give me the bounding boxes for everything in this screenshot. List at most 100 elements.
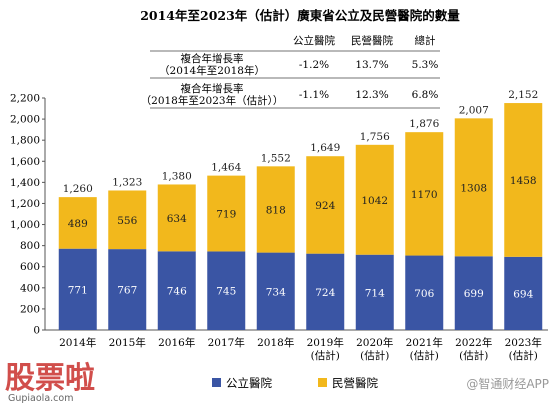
x-tick-label: 2016年 xyxy=(158,336,195,349)
legend-swatch xyxy=(318,378,327,387)
y-tick-label: 800 xyxy=(20,240,40,252)
x-tick-label: 2021年 xyxy=(406,336,443,349)
data-label-public: 767 xyxy=(117,285,137,297)
data-label-total: 2,152 xyxy=(508,89,538,101)
y-tick-label: 2,000 xyxy=(10,114,40,126)
bar-public xyxy=(207,251,246,330)
y-tick-label: 400 xyxy=(20,282,40,294)
bar-private xyxy=(58,197,97,249)
bar-private xyxy=(256,166,295,253)
bar-private xyxy=(454,118,493,257)
data-label-total: 1,649 xyxy=(310,142,340,154)
cagr-row-label: 複合年增長率 xyxy=(181,52,244,65)
x-tick-label: (估計) xyxy=(311,349,340,362)
watermark-logo-text: 股票啦 xyxy=(5,361,95,396)
bars: 771 489 1,260 767 556 1,323 746 634 1,380 745 719 1… xyxy=(58,89,543,330)
data-label-private: 719 xyxy=(216,209,236,221)
cagr-header: 公立醫院 xyxy=(293,34,335,47)
bar-public xyxy=(58,248,97,330)
cagr-value: 13.7% xyxy=(355,59,388,71)
legend-label: 公立醫院 xyxy=(226,376,272,390)
y-tick-label: 2,200 xyxy=(10,93,40,105)
data-label-total: 1,464 xyxy=(211,162,241,174)
bar-private xyxy=(207,175,246,252)
cagr-value: -1.1% xyxy=(299,89,329,101)
bar-private xyxy=(355,144,394,255)
bar-public xyxy=(355,254,394,330)
x-tick-label: (估計) xyxy=(360,349,389,362)
bar-private xyxy=(504,103,543,257)
y-tick-label: 1,400 xyxy=(10,177,40,189)
cagr-row-label: （2018年至2023年（估計）） xyxy=(141,94,284,107)
x-tick-label: (估計) xyxy=(509,349,538,362)
chart-title: 2014年至2023年（估計）廣東省公立及民營醫院的數量 xyxy=(140,8,460,23)
data-label-total: 1,260 xyxy=(63,183,93,195)
y-axis: 0 200 400 600 800 1,000 1,200 1,400 1,600 1,800 2,… xyxy=(10,93,548,337)
data-label-private: 1170 xyxy=(411,189,438,201)
legend: 公立醫院 民營醫院 xyxy=(212,376,378,390)
y-tick-label: 0 xyxy=(33,325,40,337)
legend-swatch xyxy=(212,378,221,387)
bar-public xyxy=(454,256,493,330)
data-label-public: 734 xyxy=(266,286,286,298)
data-label-private: 489 xyxy=(68,218,88,230)
y-tick-label: 1,200 xyxy=(10,198,40,210)
data-label-public: 714 xyxy=(365,287,385,299)
cagr-header: 總計 xyxy=(415,34,436,47)
watermark-right-text: @智通财经APP xyxy=(466,376,549,391)
data-label-private: 818 xyxy=(266,204,286,216)
data-label-public: 724 xyxy=(315,287,335,299)
data-label-public: 746 xyxy=(167,286,187,298)
x-tick-label: 2015年 xyxy=(109,336,146,349)
data-label-public: 699 xyxy=(464,288,484,300)
y-tick-label: 1,800 xyxy=(10,135,40,147)
watermark: 股票啦 Gupiaola.com @智通财经APP xyxy=(5,361,549,404)
data-label-total: 1,756 xyxy=(360,131,390,143)
x-axis-labels: 2014年 2015年 2016年 2017年 2018年 2019年(估計)2020年(… xyxy=(59,336,542,362)
data-label-public: 706 xyxy=(414,288,434,300)
x-tick-label: 2023年 xyxy=(505,336,542,349)
data-label-private: 1308 xyxy=(460,182,487,194)
data-label-private: 924 xyxy=(315,200,335,212)
bar-public xyxy=(108,249,147,330)
bar-public xyxy=(157,251,196,330)
legend-label: 民營醫院 xyxy=(332,376,378,390)
cagr-header: 民營醫院 xyxy=(351,34,393,47)
bar-public xyxy=(405,255,444,330)
y-tick-label: 1,600 xyxy=(10,156,40,168)
y-tick-label: 600 xyxy=(20,261,40,273)
data-label-public: 745 xyxy=(216,286,236,298)
watermark-logo-url: Gupiaola.com xyxy=(8,393,73,404)
x-tick-label: 2020年 xyxy=(356,336,393,349)
data-label-total: 1,876 xyxy=(409,118,439,130)
data-label-total: 1,323 xyxy=(112,176,142,188)
bar-private xyxy=(157,184,196,252)
data-label-private: 1042 xyxy=(361,195,388,207)
cagr-value: 6.8% xyxy=(412,89,439,101)
bar-private xyxy=(405,132,444,256)
cagr-value: -1.2% xyxy=(299,59,329,71)
x-tick-label: 2017年 xyxy=(208,336,245,349)
data-label-public: 694 xyxy=(513,288,533,300)
x-tick-label: (估計) xyxy=(459,349,488,362)
y-tick-label: 1,000 xyxy=(10,219,40,231)
data-label-private: 1458 xyxy=(510,175,537,187)
cagr-value: 12.3% xyxy=(355,89,388,101)
x-tick-label: 2018年 xyxy=(257,336,294,349)
data-label-total: 1,552 xyxy=(261,152,291,164)
data-label-total: 2,007 xyxy=(459,104,489,116)
bar-public xyxy=(504,256,543,330)
cagr-value: 5.3% xyxy=(412,59,439,71)
data-label-private: 556 xyxy=(117,215,137,227)
data-label-private: 634 xyxy=(167,213,187,225)
data-label-public: 771 xyxy=(68,284,88,296)
bar-public xyxy=(306,253,345,330)
data-label-total: 1,380 xyxy=(162,170,192,182)
y-tick-label: 200 xyxy=(20,303,40,315)
cagr-row-label: 複合年增長率 xyxy=(181,82,244,95)
bar-public xyxy=(256,252,295,330)
x-tick-label: 2022年 xyxy=(455,336,492,349)
x-tick-label: (估計) xyxy=(410,349,439,362)
